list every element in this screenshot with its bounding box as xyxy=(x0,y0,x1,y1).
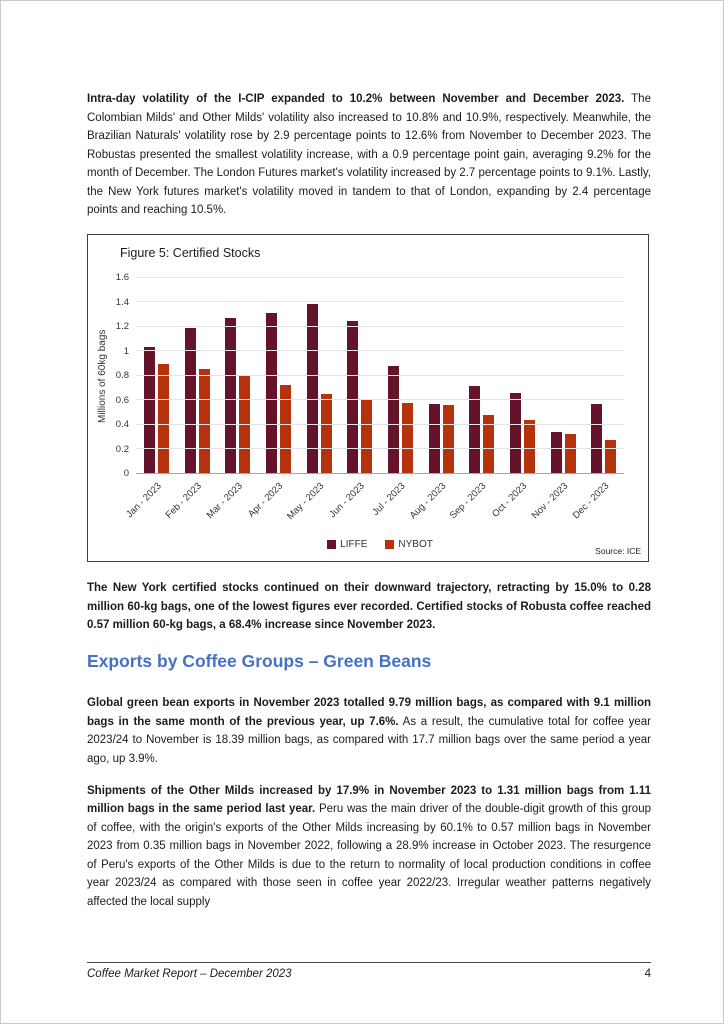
legend-label-nybot: NYBOT xyxy=(398,538,433,550)
chart-legend: LIFFE NYBOT xyxy=(136,539,624,552)
bar-liffe-mar xyxy=(225,318,237,474)
paragraph-volatility-body: The Colombian Milds' and Other Milds' vo… xyxy=(87,93,651,217)
gridline xyxy=(136,472,624,474)
x-tick-cell: May - 2023 xyxy=(285,474,340,532)
bar-nybot-jul xyxy=(401,402,413,474)
x-tick-cell: Jun - 2023 xyxy=(327,474,380,532)
bar-liffe-dec xyxy=(591,404,603,474)
x-tick-cell: Oct - 2023 xyxy=(490,474,543,532)
bar-nybot-feb xyxy=(198,368,210,474)
bar-nybot-jun xyxy=(361,400,373,474)
gridline xyxy=(136,276,624,278)
gridline xyxy=(136,423,624,425)
bar-nybot-sep xyxy=(483,415,495,474)
x-tick-cell: Jan - 2023 xyxy=(124,474,177,532)
bar-group-jul xyxy=(380,278,421,474)
legend-item-nybot: NYBOT xyxy=(385,538,433,550)
bar-liffe-sep xyxy=(469,385,481,474)
bar-nybot-may xyxy=(320,394,332,474)
legend-label-liffe: LIFFE xyxy=(340,538,368,550)
bar-liffe-aug xyxy=(428,404,440,474)
gridline xyxy=(136,399,624,401)
bar-group-may xyxy=(299,278,340,474)
x-axis-labels: Jan - 2023 Feb - 2023 Mar - 2023 Apr - 2023… xyxy=(124,474,624,532)
bar-liffe-jan xyxy=(143,346,155,474)
chart-title: Figure 5: Certified Stocks xyxy=(120,245,261,260)
bar-groups xyxy=(136,278,624,474)
gridline xyxy=(136,325,624,327)
x-tick-cell: Aug - 2023 xyxy=(408,474,462,532)
page-content: Intra-day volatility of the I-CIP expand… xyxy=(87,1,651,911)
paragraph-green-beans-body: As a result, the cumulative total for co… xyxy=(87,715,651,765)
bar-nybot-apr xyxy=(279,384,291,474)
y-tick-label: 1.2 xyxy=(115,321,129,333)
legend-item-liffe: LIFFE xyxy=(327,539,367,550)
x-tick-cell: Apr - 2023 xyxy=(246,474,299,532)
y-tick-label: 0.2 xyxy=(115,443,129,455)
bar-liffe-jul xyxy=(387,366,399,474)
page-footer: Coffee Market Report – December 2023 4 xyxy=(87,962,651,980)
footer-page-number: 4 xyxy=(644,968,651,980)
bar-nybot-nov xyxy=(564,433,576,474)
bar-liffe-nov xyxy=(550,432,562,474)
legend-swatch-nybot xyxy=(385,539,395,549)
chart-source: Source: ICE xyxy=(595,545,641,556)
gridline xyxy=(136,350,624,352)
y-tick-label: 1 xyxy=(123,345,129,357)
x-tick-cell: Feb - 2023 xyxy=(164,474,218,532)
x-tick-cell: Nov - 2023 xyxy=(530,474,584,532)
gridline xyxy=(136,448,624,450)
y-tick-label: 0 xyxy=(123,468,129,480)
bar-nybot-aug xyxy=(442,405,454,474)
paragraph-ny-stocks: The New York certified stocks continued … xyxy=(87,581,651,632)
gridline xyxy=(136,374,624,376)
bar-nybot-mar xyxy=(239,375,251,474)
bar-liffe-oct xyxy=(509,393,521,474)
y-tick-label: 1.4 xyxy=(115,296,129,308)
y-tick-label: 0.8 xyxy=(115,370,129,382)
gridline xyxy=(136,301,624,303)
bar-liffe-jun xyxy=(347,320,359,474)
plot-area: Jan - 2023 Feb - 2023 Mar - 2023 Apr - 2023… xyxy=(116,273,624,522)
x-tick-label: Jan - 2023 xyxy=(123,480,164,521)
x-tick-cell: Mar - 2023 xyxy=(205,474,258,532)
paragraph-green-beans: Global green bean exports in November 20… xyxy=(87,694,651,768)
bar-group-dec xyxy=(583,278,624,474)
x-tick-cell: Dec - 2023 xyxy=(570,474,624,532)
bar-nybot-dec xyxy=(605,439,617,474)
x-tick-cell: Jul - 2023 xyxy=(370,474,421,532)
bar-group-oct xyxy=(502,278,543,474)
paragraph-green-beans-lead: Global green bean exports in November 20… xyxy=(87,697,651,728)
section-heading-exports: Exports by Coffee Groups – Green Beans xyxy=(87,650,432,671)
paragraph-other-milds: Shipments of the Other Milds increased b… xyxy=(87,782,651,912)
bar-group-jan xyxy=(136,278,177,474)
bar-liffe-apr xyxy=(265,313,277,474)
bar-liffe-may xyxy=(306,303,318,474)
y-tick-label: 0.6 xyxy=(115,394,129,406)
paragraph-other-milds-body: Peru was the main driver of the double-d… xyxy=(87,803,651,908)
bar-group-feb xyxy=(177,278,218,474)
paragraph-other-milds-lead: Shipments of the Other Milds increased b… xyxy=(87,784,651,816)
x-tick-cell: Sep - 2023 xyxy=(448,474,502,532)
bar-group-apr xyxy=(258,278,299,474)
bar-group-sep xyxy=(461,278,502,474)
bar-group-mar xyxy=(217,278,258,474)
paragraph-volatility-lead: Intra-day volatility of the I-CIP expand… xyxy=(87,93,625,105)
y-tick-label: 1.6 xyxy=(115,272,129,284)
bar-group-nov xyxy=(543,278,584,474)
figure5-certified-stocks-chart: Figure 5: Certified Stocks Millions of 6… xyxy=(87,233,649,562)
y-axis-title: Millions of 60kg bags xyxy=(97,329,108,423)
bar-nybot-jan xyxy=(157,363,169,474)
bar-liffe-feb xyxy=(184,328,196,474)
bar-group-jun xyxy=(339,278,380,474)
legend-swatch-liffe xyxy=(327,539,337,549)
bar-group-aug xyxy=(421,278,462,474)
paragraph-volatility: Intra-day volatility of the I-CIP expand… xyxy=(87,90,651,220)
bar-nybot-oct xyxy=(523,420,535,474)
footer-report-title: Coffee Market Report – December 2023 xyxy=(87,968,292,980)
y-tick-label: 0.4 xyxy=(115,419,129,431)
